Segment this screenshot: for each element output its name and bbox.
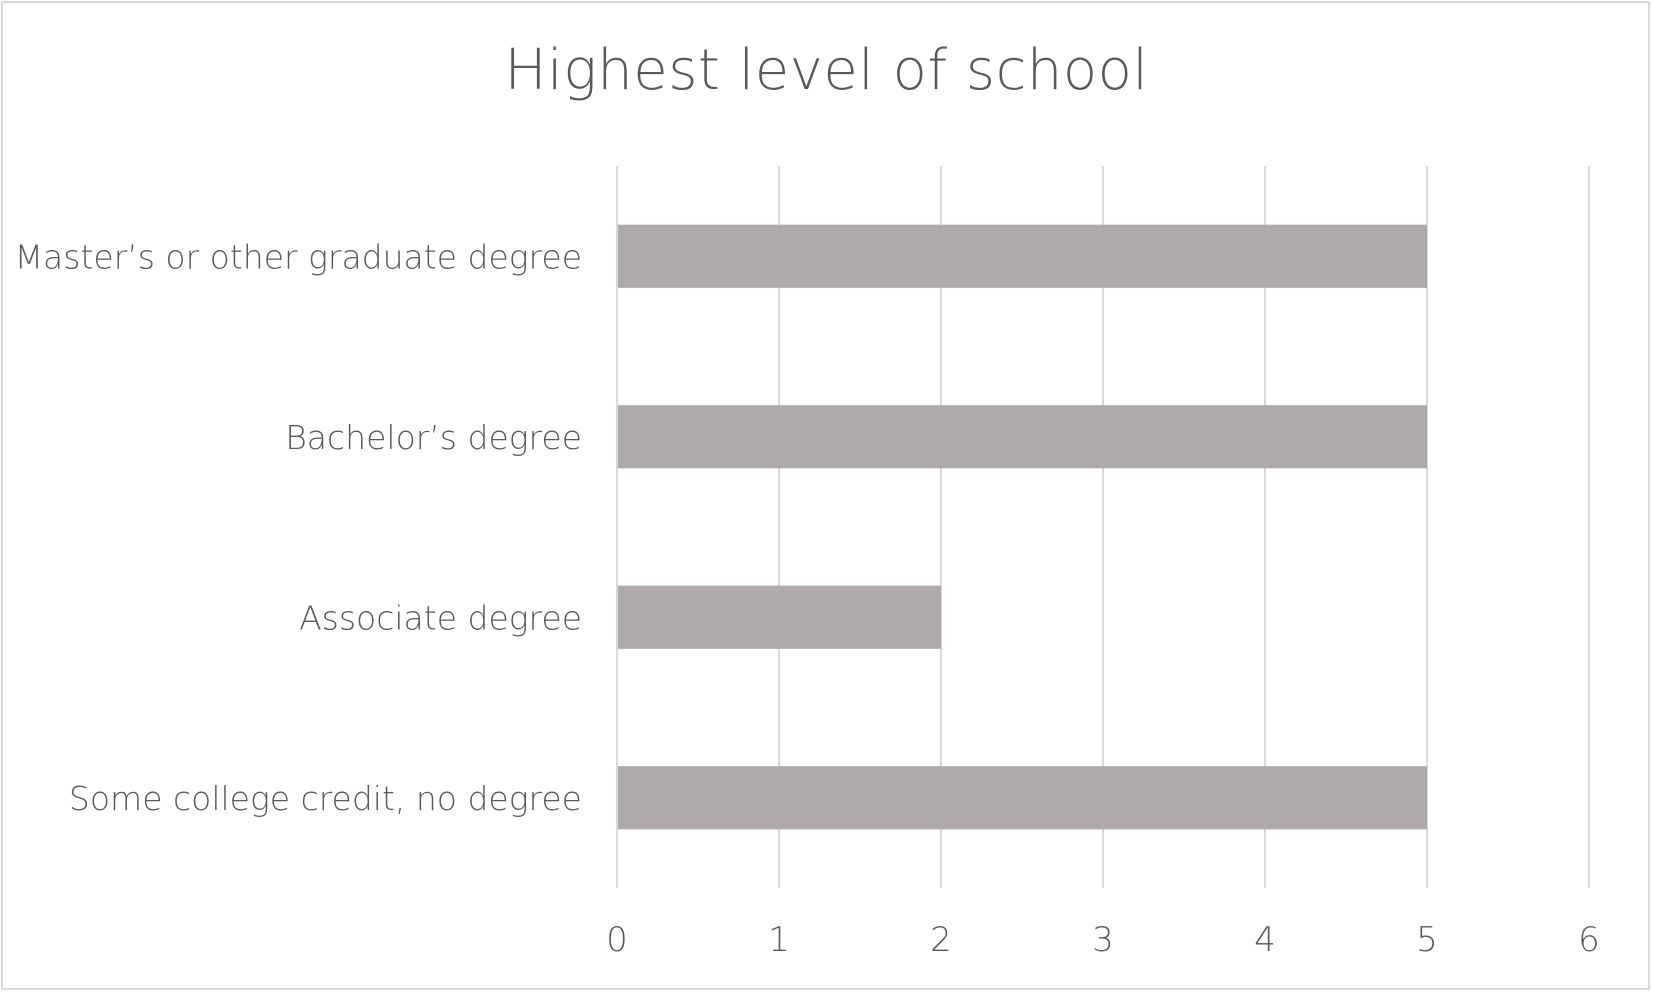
bar	[618, 766, 1427, 830]
bar-layer	[618, 224, 1427, 830]
category-label: Bachelor’s degree	[285, 418, 582, 457]
x-tick-label: 0	[606, 920, 628, 960]
bar	[618, 405, 1427, 469]
chart-title: Highest level of school	[504, 38, 1149, 103]
x-tick-label: 2	[930, 920, 952, 960]
x-tick-label: 6	[1578, 920, 1600, 960]
category-label: Master’s or other graduate degree	[15, 237, 582, 276]
category-label: Some college credit, no degree	[69, 779, 582, 818]
x-tick-label: 1	[768, 920, 790, 960]
bar	[618, 224, 1427, 288]
bar	[618, 585, 941, 649]
x-tick-label: 5	[1416, 920, 1438, 960]
x-tick-labels: 0 1 2 3 4 5 6	[606, 920, 1600, 960]
x-tick-label: 3	[1092, 920, 1114, 960]
category-labels: Master’s or other graduate degree Bachelo…	[15, 237, 582, 818]
x-tick-label: 4	[1254, 920, 1276, 960]
category-label: Associate degree	[299, 598, 582, 637]
